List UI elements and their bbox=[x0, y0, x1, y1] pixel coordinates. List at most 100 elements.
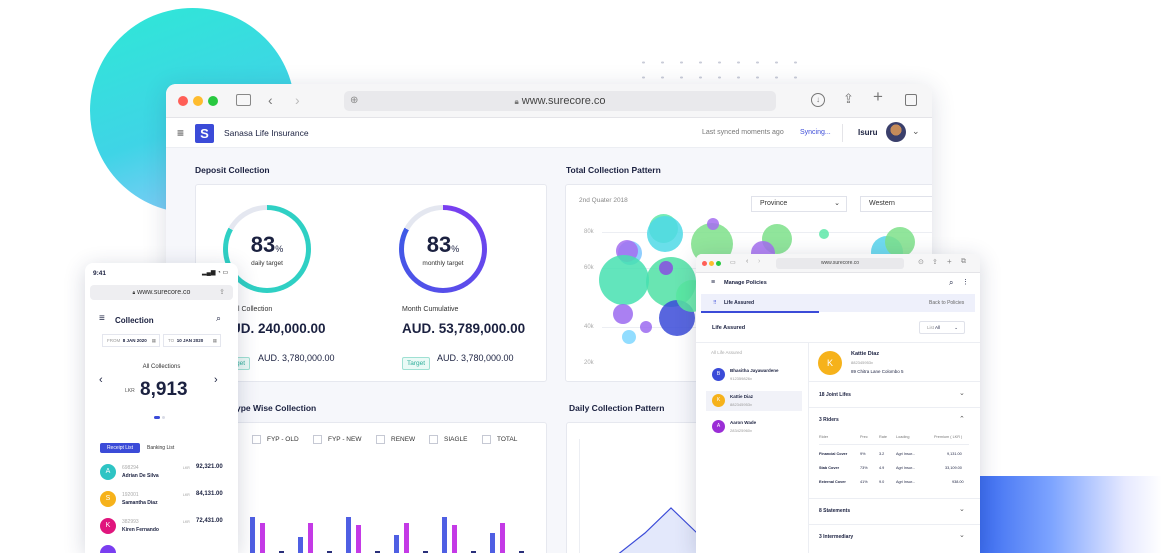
search-icon[interactable]: ⌕ bbox=[949, 278, 954, 287]
close-window-button[interactable] bbox=[702, 261, 707, 266]
from-date-field[interactable]: FROM 8 JAN 2020 ▦ bbox=[102, 334, 160, 347]
url-bar[interactable]: ⊕ 🔒︎ www.surecore.co bbox=[344, 91, 776, 111]
y-tick: 80k bbox=[584, 229, 594, 235]
chart-bubble bbox=[819, 229, 829, 239]
back-to-policies-link[interactable]: Back to Policies bbox=[929, 300, 965, 306]
month-cumulative-label: Month Cumulative bbox=[402, 306, 459, 313]
sidebar-toggle-icon[interactable] bbox=[236, 94, 251, 106]
tabs-overview-icon[interactable] bbox=[905, 94, 917, 106]
new-tab-icon[interactable]: + bbox=[873, 87, 883, 106]
reader-icon[interactable]: ⊕ bbox=[350, 95, 359, 106]
chart-bubble bbox=[622, 330, 636, 344]
table-row: External Cover 41% 9.0 Agri Insur... 938… bbox=[819, 480, 964, 484]
section-title: Life Assured bbox=[712, 325, 746, 331]
period-label: 2nd Quater 2018 bbox=[579, 197, 628, 204]
tab-receipt-list[interactable]: Receipt List bbox=[100, 443, 140, 453]
sync-action[interactable]: Syncing... bbox=[800, 129, 831, 136]
bar bbox=[500, 523, 505, 553]
avatar: B bbox=[712, 368, 725, 381]
to-date-field[interactable]: TO 10 JAN 2020 ▦ bbox=[163, 334, 221, 347]
decorative-dots bbox=[634, 55, 804, 85]
menu-icon[interactable]: ≡ bbox=[177, 126, 185, 140]
tab-banking-list[interactable]: Banking List bbox=[147, 445, 175, 451]
total-collections: 8,913 bbox=[140, 379, 188, 400]
download-icon[interactable]: ↓ bbox=[811, 93, 825, 107]
selected-name: Kattie Diaz bbox=[851, 351, 880, 357]
legend-total[interactable]: TOTAL bbox=[482, 435, 517, 444]
bar bbox=[375, 551, 380, 553]
tabs-overview-icon[interactable]: ⧉ bbox=[961, 258, 966, 265]
list-item[interactable]: S 192001 Samantha Diaz LKR 84,131.00 bbox=[85, 489, 238, 515]
total-collection-title: Total Collection Pattern bbox=[566, 165, 661, 175]
riders-table-header: Rider Prec Rate Loading Premium ( LKR ) bbox=[819, 435, 963, 439]
url-bar[interactable]: www.surecore.co bbox=[776, 258, 904, 269]
bar bbox=[442, 517, 447, 553]
list-filter-select[interactable]: List All ⌄ bbox=[919, 321, 965, 334]
statements-section[interactable]: 8 Statements ⌄ bbox=[819, 506, 965, 514]
bar bbox=[404, 523, 409, 553]
search-icon[interactable]: ⌕ bbox=[216, 313, 222, 323]
prev-arrow-icon[interactable]: ‹ bbox=[99, 374, 103, 386]
intermediary-section[interactable]: 3 Intermediary ⌄ bbox=[819, 532, 965, 540]
deposit-card: 83% daily target 83% monthly target l Co… bbox=[195, 184, 547, 382]
legend-siagle[interactable]: SIAGLE bbox=[429, 435, 467, 444]
maximize-window-button[interactable] bbox=[208, 96, 218, 106]
chart-bubble bbox=[640, 321, 652, 333]
user-name[interactable]: Isuru bbox=[858, 128, 878, 137]
legend-fyp-new[interactable]: FYP - NEW bbox=[313, 435, 361, 444]
more-icon[interactable]: ⋮ bbox=[962, 279, 969, 286]
list-item[interactable]: K 382993 Kiren Fernando LKR 72,431.00 bbox=[85, 516, 238, 542]
share-icon[interactable]: ⇪ bbox=[843, 91, 854, 106]
page-indicator bbox=[154, 416, 160, 419]
bar bbox=[452, 525, 457, 553]
daily-target-value: AUD. 3,780,000.00 bbox=[258, 353, 335, 363]
avatar: K bbox=[100, 518, 116, 534]
chevron-down-icon[interactable]: ⌄ bbox=[912, 126, 920, 136]
bar bbox=[490, 533, 495, 553]
month-cumulative-value: AUD. 53,789,000.00 bbox=[402, 321, 526, 336]
bar bbox=[423, 551, 428, 553]
chart-bubble bbox=[647, 216, 683, 252]
menu-icon[interactable]: ≡ bbox=[711, 279, 716, 286]
user-avatar[interactable] bbox=[886, 122, 906, 142]
forward-icon[interactable]: › bbox=[758, 258, 761, 265]
share-icon[interactable]: ⇪ bbox=[932, 259, 938, 266]
selected-address: 89 Chitra Lane Colombo 5 bbox=[851, 369, 904, 374]
currency-label: LKR bbox=[125, 388, 135, 394]
menu-icon[interactable]: ≡ bbox=[99, 313, 105, 324]
bar bbox=[250, 517, 255, 553]
chart-bubble bbox=[613, 304, 633, 324]
minimize-window-button[interactable] bbox=[709, 261, 714, 266]
daily-target-label: daily target bbox=[251, 260, 283, 267]
share-icon[interactable]: ⇪ bbox=[219, 289, 225, 296]
sidebar-toggle-icon[interactable]: ▭ bbox=[730, 260, 736, 266]
close-window-button[interactable] bbox=[178, 96, 188, 106]
mobile-url-bar[interactable]: 🔒︎ www.surecore.co ⇪ bbox=[90, 285, 233, 300]
chevron-down-icon: ⌄ bbox=[959, 506, 965, 513]
person-item[interactable]: A Aaron Wade 283425960v bbox=[706, 417, 802, 437]
forward-icon[interactable]: › bbox=[295, 92, 300, 108]
joint-lifes-section[interactable]: 18 Joint Lifes ⌄ bbox=[819, 390, 965, 398]
list-item[interactable]: A 698294 Adrian De Silva LKR 92,321.00 bbox=[85, 462, 238, 488]
next-arrow-icon[interactable]: › bbox=[214, 374, 218, 386]
riders-section[interactable]: 3 Riders ⌃ bbox=[819, 416, 965, 423]
y-tick: 20k bbox=[584, 360, 594, 366]
person-item-selected[interactable]: K Kattie Diaz 882345953v bbox=[706, 391, 802, 411]
back-icon[interactable]: ‹ bbox=[746, 258, 749, 265]
download-icon[interactable]: ⊙ bbox=[918, 259, 924, 266]
tab-bar: ⠿ Life Assured Back to Policies bbox=[701, 294, 975, 313]
person-item[interactable]: B Bhasitha Jayawardene 912359826v bbox=[706, 365, 802, 385]
back-icon[interactable]: ‹ bbox=[268, 92, 273, 108]
region-select[interactable]: Western bbox=[860, 196, 932, 212]
minimize-window-button[interactable] bbox=[193, 96, 203, 106]
chart-bubble bbox=[885, 227, 915, 257]
policies-title: Manage Policies bbox=[724, 280, 767, 286]
legend-renew[interactable]: RENEW bbox=[376, 435, 415, 444]
maximize-window-button[interactable] bbox=[716, 261, 721, 266]
legend-fyp-old[interactable]: FYP - OLD bbox=[252, 435, 299, 444]
avatar: A bbox=[712, 420, 725, 433]
province-select[interactable]: Province ⌄ bbox=[751, 196, 847, 212]
tab-life-assured[interactable]: Life Assured bbox=[724, 300, 755, 306]
new-tab-icon[interactable]: + bbox=[947, 257, 952, 266]
chart-bubble bbox=[659, 261, 673, 275]
